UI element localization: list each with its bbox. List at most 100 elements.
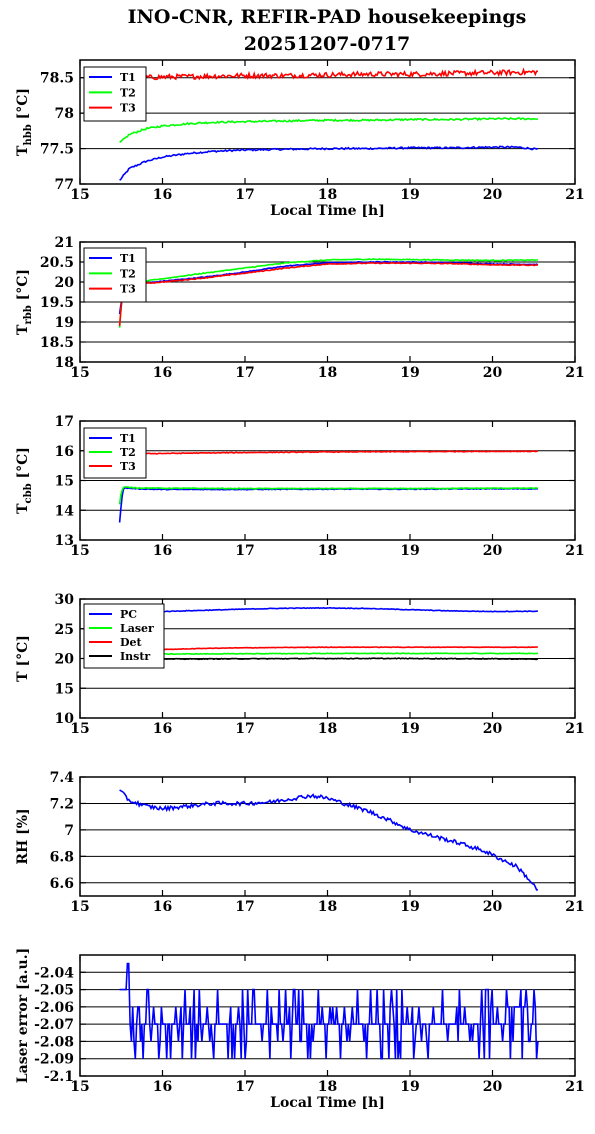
y-tick-label: 7.2 (50, 796, 74, 812)
panel-2: 15 16 17 18 19 20 21 18 18.5 19 19.5 20 20.5 21 Trbb [… (15, 235, 585, 381)
x-tick-label: 20 (483, 1079, 503, 1095)
series-line-pc (119, 606, 538, 614)
x-tick-label: 15 (70, 187, 89, 203)
y-axis-label: Tcbb [°C] (15, 447, 34, 514)
y-tick-label: 7 (64, 823, 74, 839)
x-tick-label: 16 (153, 721, 172, 737)
y-tick-label: 18.5 (40, 335, 74, 351)
x-axis-label: Local Time [h] (270, 1095, 385, 1111)
series-group (118, 450, 539, 523)
x-tick-label: 20 (483, 721, 503, 737)
x-tick-label: 17 (235, 721, 254, 737)
y-axis-label-unit: [°C] (15, 447, 31, 483)
y-axis-label: Laser error [a.u.] (15, 948, 31, 1083)
y-axis-label-main: T [°C] (15, 635, 31, 682)
x-tick-label: 20 (483, 187, 503, 203)
series-line-1 (119, 789, 539, 891)
y-tick-label: -2.06 (34, 1000, 74, 1016)
series-line-t3 (118, 261, 539, 326)
y-tick-label: 6.8 (50, 849, 74, 865)
y-tick-label: 21 (55, 235, 74, 251)
series-group (119, 962, 539, 1060)
legend-label-t3: T3 (120, 102, 136, 115)
y-tick-label: 6.6 (50, 876, 74, 892)
y-tick-label: 30 (55, 592, 75, 608)
y-tick-label: -2.05 (34, 983, 74, 999)
series-line-instr (119, 657, 539, 661)
y-tick-label: 10 (55, 711, 75, 727)
series-group (118, 67, 539, 181)
series-line-laser (119, 652, 539, 656)
y-tick-label: -2.1 (44, 1069, 74, 1085)
y-tick-label: 19.5 (40, 295, 74, 311)
x-tick-label: 15 (70, 543, 89, 559)
legend-label-instr: Instr (120, 650, 150, 663)
x-tick-label: 18 (318, 543, 337, 559)
x-tick-label: 16 (153, 899, 172, 915)
x-tick-label: 16 (153, 1079, 172, 1095)
y-tick-label: 78 (55, 106, 74, 122)
legend-label-t1: T1 (120, 252, 136, 265)
y-tick-label: 78.5 (40, 71, 74, 87)
y-tick-label: 77.5 (40, 142, 74, 158)
y-tick-label: 77 (55, 177, 74, 193)
x-tick-label: 18 (318, 187, 337, 203)
x-tick-label: 19 (400, 365, 419, 381)
x-tick-label: 19 (400, 721, 419, 737)
y-tick-label: 17 (55, 414, 74, 430)
x-tick-label: 21 (565, 543, 584, 559)
series-group (119, 606, 539, 661)
legend-box (83, 66, 147, 122)
x-tick-label: 21 (565, 1079, 584, 1095)
y-tick-label: 14 (55, 503, 75, 519)
x-tick-label: 21 (565, 899, 584, 915)
y-tick-label: 20 (55, 275, 75, 291)
legend-box (83, 247, 147, 303)
figure-subtitle: 20251207-0717 (244, 33, 411, 55)
y-axis-label: RH [%] (15, 808, 31, 864)
series-line-t1 (119, 145, 539, 181)
x-tick-label: 15 (70, 899, 89, 915)
y-tick-label: 19 (55, 315, 74, 331)
y-tick-label: 25 (55, 622, 74, 638)
x-tick-label: 20 (483, 899, 503, 915)
x-tick-label: 21 (565, 365, 584, 381)
x-tick-label: 19 (400, 543, 419, 559)
y-axis-label-unit: [°C] (15, 88, 31, 124)
x-tick-label: 20 (483, 543, 503, 559)
series-line-t2 (119, 117, 539, 144)
x-tick-label: 15 (70, 1079, 89, 1095)
series-line-t3 (118, 67, 538, 83)
legend-label-t3: T3 (120, 460, 136, 473)
y-tick-label: 15 (55, 681, 74, 697)
y-axis-label-main: Laser error [a.u.] (15, 948, 31, 1083)
x-tick-label: 18 (318, 899, 337, 915)
x-tick-label: 18 (318, 1079, 337, 1095)
series-line-t3 (119, 450, 539, 455)
y-axis-label-sub: rbb (23, 305, 34, 324)
x-tick-label: 19 (400, 187, 419, 203)
legend-label-t2: T2 (120, 267, 136, 280)
panels: 15 16 17 18 19 20 21 77 77.5 78 78.5 Local Time [h]… (15, 59, 585, 1111)
y-axis-label-main: T (15, 145, 31, 156)
y-axis-label-main: T (15, 503, 31, 514)
y-tick-label: 7.4 (50, 770, 75, 786)
x-tick-label: 16 (153, 543, 172, 559)
figure-title: INO-CNR, REFIR-PAD housekeepings (128, 6, 527, 28)
x-tick-label: 19 (400, 1079, 419, 1095)
y-tick-label: -2.04 (34, 965, 74, 981)
x-tick-label: 17 (235, 187, 254, 203)
y-tick-label: 16 (55, 444, 74, 460)
legend-label-t3: T3 (120, 283, 136, 296)
y-tick-label: 18 (55, 355, 74, 371)
series-group (119, 789, 539, 891)
y-tick-label: -2.07 (34, 1017, 74, 1033)
x-tick-label: 17 (235, 899, 254, 915)
legend-label-t1: T1 (120, 71, 136, 84)
y-axis-label-main: T (15, 324, 31, 335)
